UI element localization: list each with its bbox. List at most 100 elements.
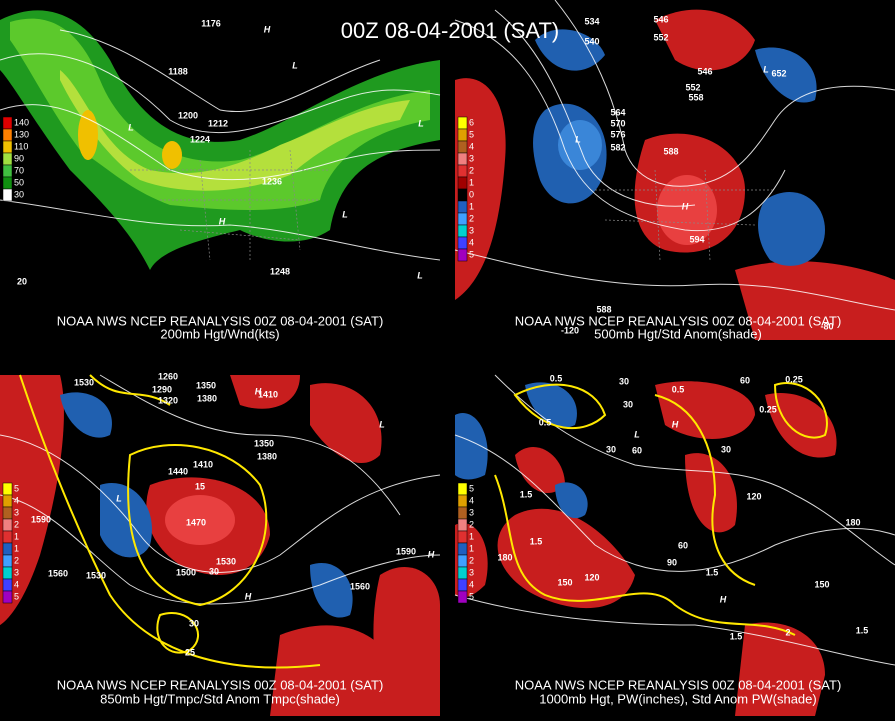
contour-label: 1.5: [856, 625, 869, 635]
legend-label: 2: [469, 165, 474, 175]
contour-label: 558: [688, 92, 703, 102]
contour-label: 576: [610, 129, 625, 139]
legend-label: 5: [469, 483, 474, 493]
anomaly-positive: [270, 625, 400, 716]
contour-label: 30: [623, 399, 633, 409]
legend-swatch: [2, 542, 13, 556]
contour-label: 1530: [216, 556, 236, 566]
legend-label: 3: [469, 507, 474, 517]
legend-swatch: [457, 542, 468, 556]
contour-label: 1.5: [706, 567, 719, 577]
legend-label: 3: [14, 567, 19, 577]
legend-swatch: [2, 140, 13, 154]
contour: [494, 9, 696, 207]
contour: [0, 494, 441, 605]
contour-label: 60: [678, 540, 688, 550]
contour-label: 1320: [158, 395, 178, 405]
contour-label: 1.5: [520, 489, 533, 499]
legend-swatch: [457, 116, 468, 130]
contour: [554, 0, 895, 187]
contour-label: H: [672, 419, 679, 429]
legend-swatch: [2, 482, 13, 496]
pw-contour: [513, 383, 607, 429]
contour: [99, 374, 401, 516]
temp-contour: [89, 374, 171, 406]
contour-label: 1212: [208, 118, 228, 128]
contour-label: 1.5: [530, 536, 543, 546]
legend-label: 4: [14, 579, 19, 589]
contour-label: L: [342, 209, 348, 219]
legend-swatch: [457, 578, 468, 592]
contour: [0, 434, 441, 573]
legend-swatch: [457, 164, 468, 178]
contour-label: 1176: [201, 18, 221, 28]
legend-label: 3: [469, 225, 474, 235]
legend-swatch: [2, 578, 13, 592]
legend-label: 3: [469, 567, 474, 577]
legend-swatch: [2, 494, 13, 508]
state-lines: [130, 149, 330, 261]
anomaly-positive: [735, 622, 825, 716]
contour-label: 582: [610, 142, 625, 152]
anomaly-negative: [60, 392, 112, 438]
legend-label: 70: [14, 165, 24, 175]
anomaly-positive: [655, 381, 755, 439]
legend-swatch: [457, 554, 468, 568]
contour-label: 570: [610, 118, 625, 128]
legend-label: 1: [469, 177, 474, 187]
contour-label: 1350: [254, 438, 274, 448]
temp-contour: [156, 612, 200, 654]
contour: [0, 104, 441, 181]
contour: [454, 249, 895, 311]
legend-swatch: [2, 164, 13, 178]
panel-source: NOAA NWS NCEP REANALYSIS 00Z 08-04-2001 …: [57, 677, 384, 692]
contour-label: 1.5: [730, 631, 743, 641]
legend-swatch: [457, 152, 468, 166]
contour-label: H: [264, 24, 271, 34]
contour-label: 30: [721, 444, 731, 454]
legend-swatch: [457, 200, 468, 214]
contour-label: L: [418, 118, 424, 128]
legend-swatch: [2, 176, 13, 190]
legend-label: 3: [14, 507, 19, 517]
contour-label: 150: [814, 579, 829, 589]
contour-label: 1530: [74, 377, 94, 387]
contour-label: 1440: [168, 466, 188, 476]
wind-core: [60, 70, 410, 191]
anomaly-negative: [535, 29, 605, 71]
contour-label: 1260: [158, 371, 178, 381]
contour-label: 90: [667, 557, 677, 567]
anomaly-negative: [100, 483, 152, 558]
legend-swatch: [2, 116, 13, 130]
contour-label: 180: [497, 552, 512, 562]
contour-label: 25: [185, 647, 195, 657]
wind-band: [10, 18, 430, 211]
legend-swatch: [457, 176, 468, 190]
contour-label: 0.25: [785, 374, 803, 384]
legend-label: 5: [469, 591, 474, 601]
legend-label: 1: [14, 531, 19, 541]
pw-contour: [654, 394, 756, 586]
contour-label: H: [255, 386, 262, 396]
legend-swatch: [457, 494, 468, 508]
contour-label: 652: [771, 68, 786, 78]
wind-max: [162, 141, 182, 169]
legend-label: 2: [469, 555, 474, 565]
panel-caption: 200mb Hgt/Wnd(kts): [160, 326, 279, 341]
contour: [59, 29, 381, 112]
legend-label: 130: [14, 129, 29, 139]
contour-label: 30: [209, 566, 219, 576]
contour-label: L: [128, 122, 134, 132]
anomaly-negative: [525, 382, 577, 428]
legend-label: 2: [14, 555, 19, 565]
wind-max: [78, 110, 98, 160]
panel: 1176 1188 1200 1212 1224 1236 1248 H L L H L L L 20 140…: [0, 10, 441, 341]
anomaly-positive: [765, 393, 837, 458]
legend-label: 4: [469, 495, 474, 505]
legend-label: 2: [469, 213, 474, 223]
contour-label: H: [428, 549, 435, 559]
contour-label: 564: [610, 107, 625, 117]
anomaly-negative: [558, 120, 602, 170]
contour: [454, 19, 786, 232]
